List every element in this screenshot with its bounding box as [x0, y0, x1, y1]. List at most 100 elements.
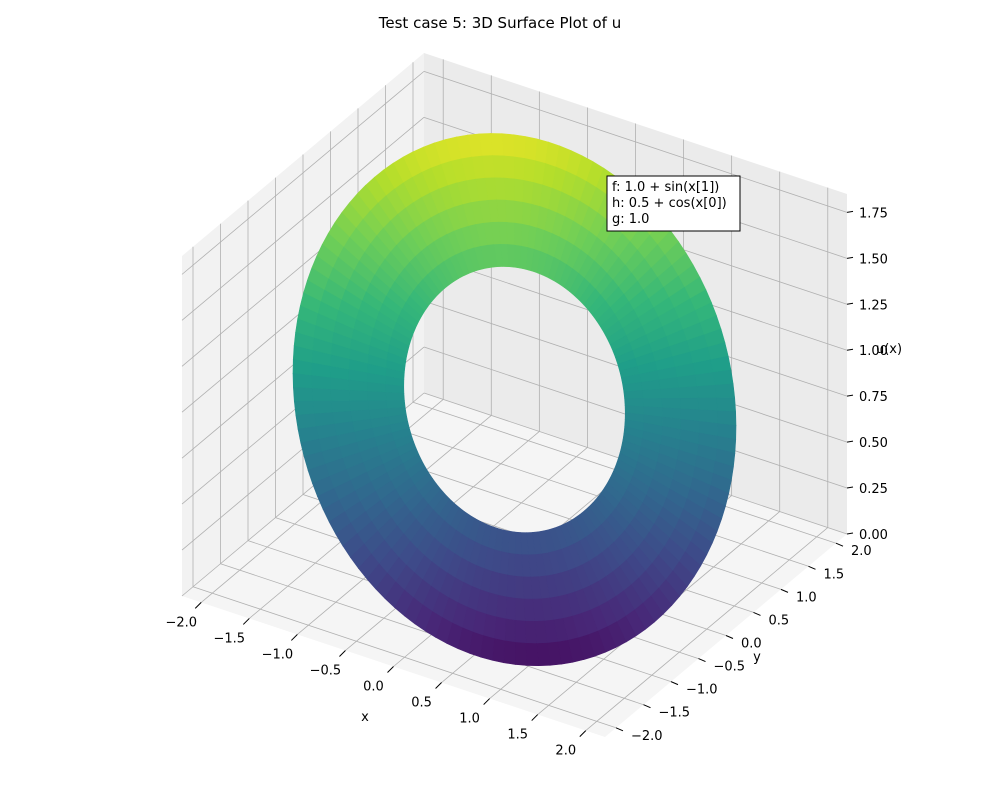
surface-facet [329, 389, 350, 402]
y-tick-label: 1.5 [824, 567, 845, 582]
floor-grid-y [357, 447, 782, 590]
y-tick-mark [670, 681, 679, 686]
x-tick-mark [435, 682, 442, 689]
surface-facet [513, 178, 524, 203]
surface-facet [714, 383, 736, 399]
surface-facet [658, 377, 679, 390]
y-tick-mark [725, 635, 734, 639]
z-tick-label: 1.00 [859, 344, 888, 359]
y-tick-mark [835, 542, 844, 547]
surface-facet [513, 134, 526, 159]
surface-facet [293, 400, 315, 416]
back-grid-z [423, 70, 848, 213]
surface-facet [502, 155, 515, 180]
surface-facet [514, 642, 528, 666]
surface-facet [385, 392, 405, 401]
z-tick-label: 1.50 [859, 252, 888, 267]
surface-facet [311, 375, 331, 390]
surface-facet [514, 619, 527, 644]
y-tick-mark [753, 611, 761, 616]
floor-grid-y [192, 586, 617, 729]
surface-facet [523, 158, 536, 183]
x-tick-mark [339, 650, 346, 657]
axes-ticks: −2.0 −1.5 −1.0 −0.5 0.0 0.5 1.0 1.5 2.0 −2.0 −1.5 −… [165, 206, 888, 758]
surface-facet [507, 552, 516, 577]
surface-facet [659, 387, 680, 399]
y-axis-label: y [753, 650, 761, 665]
surface-facet [642, 398, 663, 409]
surface-facet [716, 397, 736, 413]
surface-facet [679, 397, 700, 411]
y-tick-label: −1.5 [659, 706, 691, 721]
x-axis-label: x [361, 710, 369, 725]
x-tick-mark [531, 714, 539, 721]
x-tick-label: 1.0 [459, 712, 480, 727]
y-tick-mark [643, 704, 651, 709]
surface-facet [513, 244, 522, 269]
z-tick-mark [846, 348, 854, 351]
surface-facet [480, 635, 495, 661]
surface-facet [513, 222, 522, 247]
surface-facet [676, 374, 698, 389]
x-tick-label: 0.5 [411, 696, 432, 711]
z-tick-mark [846, 210, 854, 213]
surface-facet [311, 388, 332, 402]
surface-facet [522, 576, 533, 600]
surface-facet [514, 597, 526, 622]
surface-facet [522, 179, 534, 205]
surface-facet [503, 177, 515, 202]
annotation-line-g: g: 1.0 [612, 212, 649, 227]
x-tick-mark [579, 730, 587, 737]
surface-facet [697, 397, 718, 412]
surface-facet [366, 391, 387, 402]
surface-facet [367, 400, 388, 411]
surface-facet [523, 598, 535, 622]
surface-facet [514, 575, 525, 600]
surface-facet [491, 638, 505, 664]
y-tick-label: 1.0 [796, 590, 817, 605]
y-tick-label: 0.0 [741, 637, 762, 652]
surface-facet [348, 379, 368, 392]
z-tick-mark [846, 256, 854, 259]
z-axis-label: u(x) [876, 342, 902, 357]
surface-facet [521, 201, 532, 227]
x-tick-mark [387, 666, 394, 673]
surface-facet [504, 199, 515, 224]
surface-facet [503, 640, 516, 665]
z-tick-mark [846, 440, 854, 443]
surface-facet [293, 387, 313, 402]
surface-facet [660, 398, 681, 410]
z-tick-label: 1.75 [859, 206, 888, 221]
x-tick-mark [242, 618, 250, 625]
x-tick-label: −0.5 [310, 663, 342, 678]
z-tick-label: 0.00 [859, 528, 888, 543]
surface-facet [520, 223, 530, 248]
surface-facet [504, 618, 516, 643]
surface-facet [329, 377, 349, 391]
annotation-line-h: h: 0.5 + cos(x[0]) [612, 196, 727, 211]
x-tick-label: 0.0 [363, 680, 384, 695]
surface-facet [514, 553, 524, 578]
surface-mesh [292, 133, 737, 667]
z-tick-mark [846, 532, 854, 535]
annotation-frame [606, 175, 741, 232]
x-tick-label: −1.0 [262, 647, 294, 662]
x-tick-label: 2.0 [555, 744, 576, 759]
surface-facet [292, 373, 313, 389]
surface-facet [330, 400, 351, 413]
surface-facet [624, 398, 644, 408]
floor-grid-y [385, 424, 809, 567]
y-tick-mark [780, 588, 789, 593]
surface-facet [506, 574, 516, 599]
surface-facet [312, 400, 333, 415]
z-tick-label: 0.25 [859, 482, 888, 497]
surface-facet [712, 369, 734, 386]
y-tick-label: 0.5 [769, 613, 790, 628]
x-tick-mark [291, 634, 298, 641]
surface-facet [349, 400, 370, 412]
surface-facet [641, 388, 662, 399]
annotation-line-f: f: 1.0 + sin(x[1]) [612, 180, 719, 195]
y-tick-label: −1.0 [686, 683, 718, 698]
y-tick-mark [698, 658, 706, 663]
